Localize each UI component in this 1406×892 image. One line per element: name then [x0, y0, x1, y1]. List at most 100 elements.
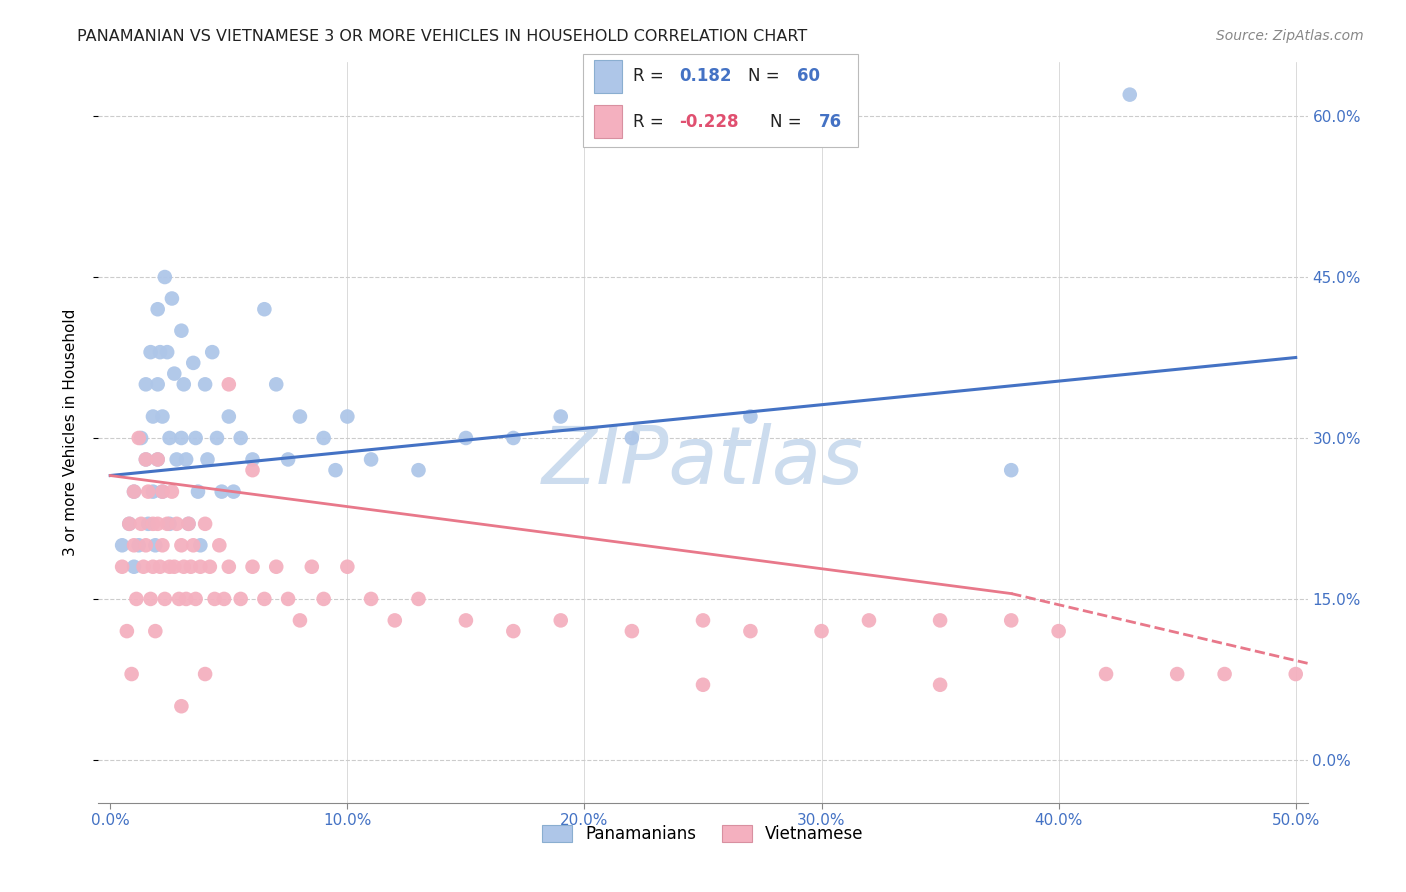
Point	[122, 484, 145, 499]
Point	[146, 302, 169, 317]
Text: 76: 76	[820, 113, 842, 131]
Point	[190, 559, 212, 574]
Point	[204, 591, 226, 606]
Point	[408, 463, 430, 477]
Point	[550, 409, 572, 424]
Point	[205, 431, 228, 445]
Point	[620, 624, 643, 639]
Point	[135, 538, 157, 552]
Point	[242, 452, 264, 467]
Point	[111, 559, 134, 574]
Point	[159, 431, 181, 445]
Text: 0.182: 0.182	[679, 68, 733, 86]
Point	[201, 345, 224, 359]
Point	[325, 463, 347, 477]
Point	[211, 484, 233, 499]
Point	[740, 409, 762, 424]
Text: -0.228: -0.228	[679, 113, 740, 131]
Point	[253, 302, 276, 317]
Point	[184, 591, 207, 606]
Point	[142, 559, 165, 574]
Point	[253, 591, 276, 606]
Text: Source: ZipAtlas.com: Source: ZipAtlas.com	[1216, 29, 1364, 44]
Point	[177, 516, 200, 531]
Point	[135, 377, 157, 392]
Point	[152, 484, 174, 499]
Point	[121, 667, 143, 681]
Point	[1166, 667, 1188, 681]
Point	[143, 624, 166, 639]
Point	[146, 452, 169, 467]
Bar	[595, 105, 621, 138]
Point	[288, 409, 311, 424]
Point	[146, 377, 169, 392]
Point	[184, 431, 207, 445]
Point	[132, 559, 155, 574]
Bar	[595, 60, 621, 93]
Point	[170, 699, 193, 714]
Point	[229, 591, 252, 606]
Point	[139, 345, 162, 359]
Point	[142, 484, 165, 499]
Text: N =: N =	[748, 68, 779, 86]
Point	[149, 345, 172, 359]
Point	[312, 431, 335, 445]
Point	[1000, 463, 1022, 477]
Point	[135, 452, 157, 467]
Point	[360, 591, 382, 606]
Point	[135, 452, 157, 467]
Point	[194, 516, 217, 531]
Point	[218, 377, 240, 392]
Point	[929, 614, 952, 628]
Point	[160, 484, 183, 499]
Point	[288, 614, 311, 628]
Point	[198, 559, 221, 574]
Point	[810, 624, 832, 639]
Point	[163, 559, 186, 574]
Point	[139, 591, 162, 606]
Point	[153, 270, 176, 285]
Point	[208, 538, 231, 552]
Point	[128, 431, 150, 445]
Point	[160, 292, 183, 306]
Text: N =: N =	[770, 113, 801, 131]
Point	[929, 678, 952, 692]
Point	[454, 614, 477, 628]
Point	[194, 667, 217, 681]
Point	[142, 516, 165, 531]
Point	[218, 409, 240, 424]
Point	[312, 591, 335, 606]
Point	[620, 431, 643, 445]
Point	[136, 484, 159, 499]
Point	[692, 678, 714, 692]
Point	[222, 484, 245, 499]
Point	[174, 452, 197, 467]
Point	[187, 484, 209, 499]
Point	[159, 559, 181, 574]
Point	[156, 516, 179, 531]
Point	[143, 538, 166, 552]
Point	[197, 452, 219, 467]
Point	[264, 559, 287, 574]
Point	[142, 409, 165, 424]
Point	[166, 452, 188, 467]
Point	[858, 614, 880, 628]
Point	[173, 559, 195, 574]
Point	[128, 538, 150, 552]
Point	[277, 452, 299, 467]
Point	[156, 345, 179, 359]
Point	[336, 409, 359, 424]
Point	[190, 538, 212, 552]
Point	[159, 516, 181, 531]
Point	[170, 538, 193, 552]
Point	[167, 591, 190, 606]
Point	[125, 591, 148, 606]
Point	[153, 591, 176, 606]
Point	[1095, 667, 1118, 681]
Point	[129, 431, 152, 445]
Point	[550, 614, 572, 628]
Point	[174, 591, 197, 606]
Point	[152, 484, 174, 499]
Point	[1285, 667, 1308, 681]
Point	[301, 559, 323, 574]
